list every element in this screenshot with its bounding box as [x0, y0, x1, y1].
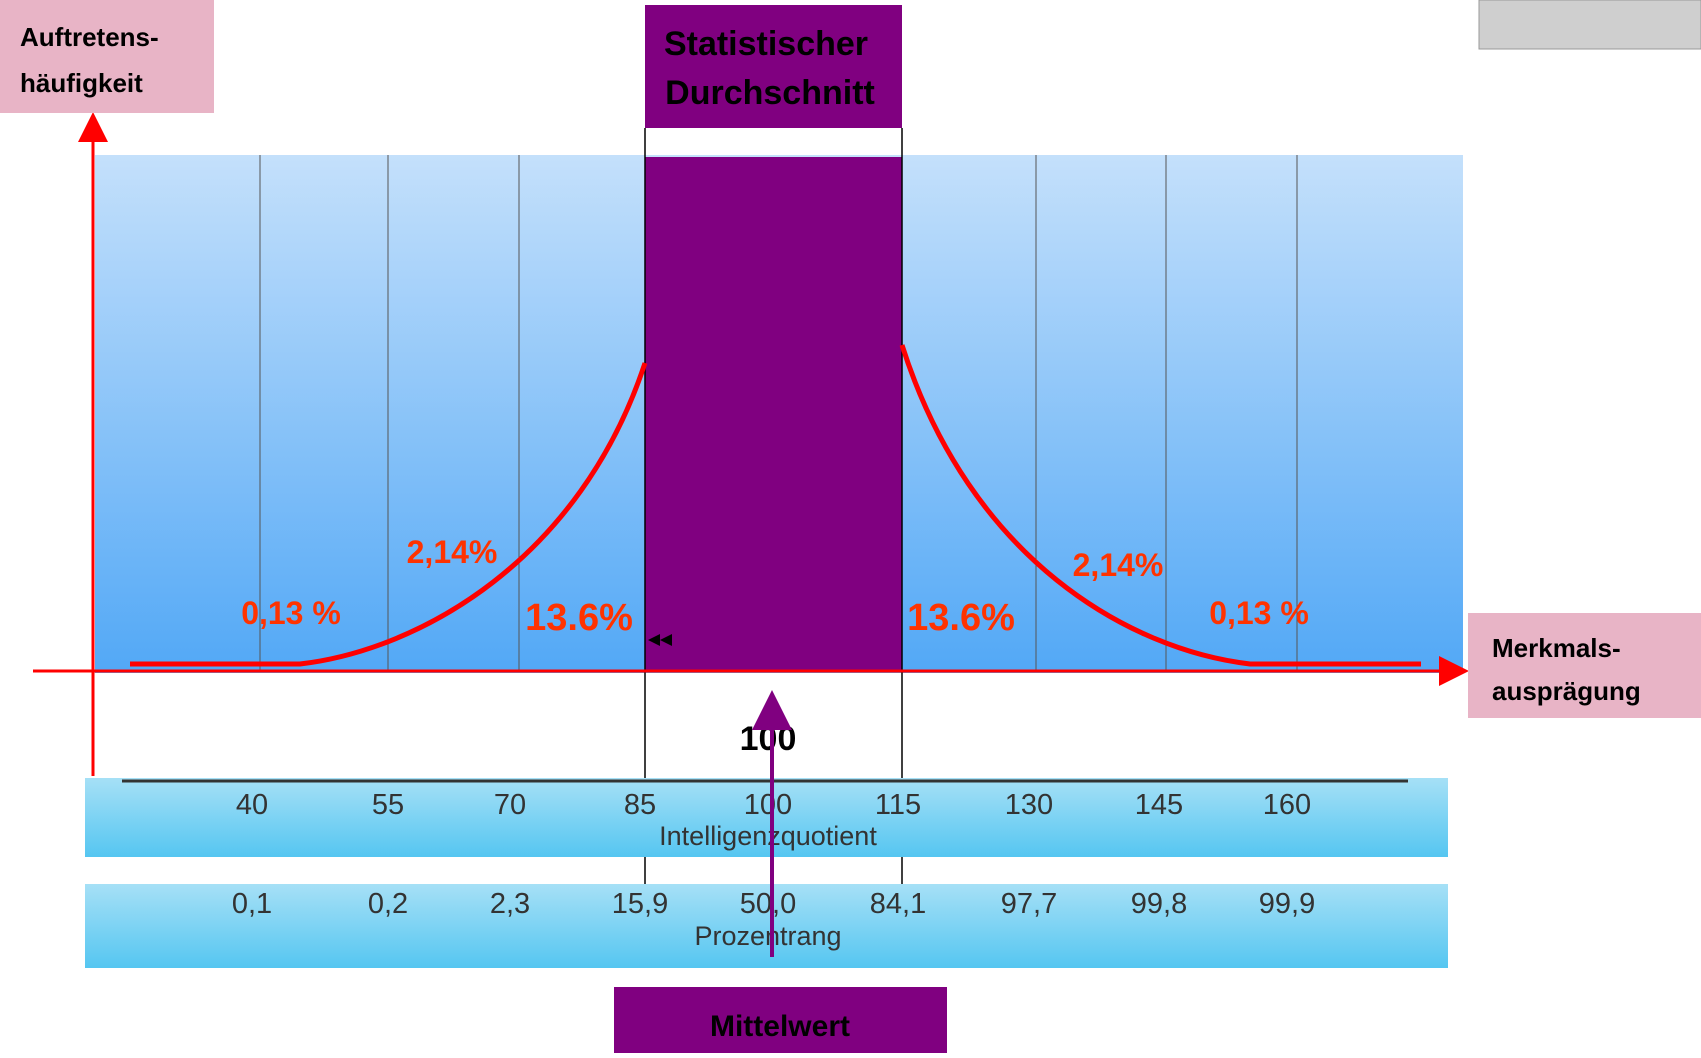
- iq-value: 40: [236, 789, 268, 821]
- percentile-value: 0,2: [368, 888, 408, 920]
- curve: [899, 344, 1421, 667]
- percentile-value: 0,1: [232, 888, 272, 920]
- percentile-value: 84,1: [870, 888, 926, 920]
- percentile-title: Prozentrang: [694, 921, 841, 951]
- percentile-value: 15,9: [612, 888, 668, 920]
- mean-label: 100: [740, 720, 797, 758]
- y-axis-label: häufigkeit: [20, 68, 143, 98]
- area-label: 0,13 %: [1209, 595, 1309, 631]
- iq-value: 70: [494, 789, 526, 821]
- area-label: 2,14%: [407, 534, 498, 570]
- x-label-box: [1468, 613, 1701, 718]
- area-label: 13.6%: [525, 597, 633, 639]
- iq-value: 160: [1263, 789, 1311, 821]
- curve: [130, 362, 648, 667]
- iq-value: 100: [744, 789, 792, 821]
- iq-band: [85, 778, 1448, 857]
- percentile-band: [85, 884, 1448, 968]
- iq-value: 55: [372, 789, 404, 821]
- y-label-box: [0, 0, 214, 113]
- iq-value: 130: [1005, 789, 1053, 821]
- iq-value: 85: [624, 789, 656, 821]
- percentile-value: 97,7: [1001, 888, 1057, 920]
- y-axis-label: Auftretens-: [20, 22, 159, 52]
- area-label: 2,14%: [1073, 547, 1164, 583]
- area-label: 0,13 %: [241, 595, 341, 631]
- bottom-box: [614, 987, 947, 1053]
- arrowheads: [648, 634, 672, 646]
- percentile-value: 2,3: [490, 888, 530, 920]
- grid: [259, 155, 1298, 671]
- percentile-value: 99,9: [1259, 888, 1315, 920]
- top-box: [645, 5, 902, 128]
- top-box-label: Durchschnitt: [665, 74, 875, 112]
- area-labels: 0,13 % 2,14% 13.6% 13.6% 2,14% 0,13 %: [241, 534, 1309, 639]
- iq-title: Intelligenzquotient: [659, 821, 877, 851]
- percentile-value: 99,8: [1131, 888, 1187, 920]
- bottom-box-label: Mittelwert: [710, 1010, 850, 1043]
- iq-value: 115: [875, 789, 921, 821]
- iq-value: 145: [1135, 789, 1183, 821]
- mean-band: [645, 157, 902, 671]
- top-box-label: Statistischer: [664, 25, 868, 63]
- x-axis-label: ausprägung: [1492, 676, 1641, 706]
- area-label: 13.6%: [907, 597, 1015, 639]
- percentile-value: 50,0: [740, 888, 796, 920]
- stamp-image: [1478, 0, 1701, 50]
- x-axis-label: Merkmals-: [1492, 633, 1621, 663]
